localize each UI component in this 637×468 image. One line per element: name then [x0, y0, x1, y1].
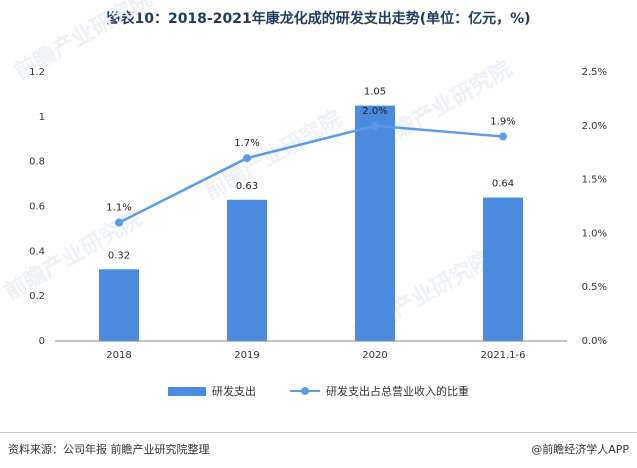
x-axis-tick-label: 2021.1-6 [481, 350, 526, 361]
left-axis-tick-label: 0 [39, 336, 45, 347]
right-axis-tick-label: 2.0% [582, 121, 607, 132]
left-axis-tick-label: 1.2 [29, 67, 45, 78]
source-note: 资料来源：公司年报 前瞻产业研究院整理 [8, 443, 210, 456]
axes: 0 0.2 0.4 0.6 0.8 1 1.2 0.0% 0.5% 1.0% 1.5% 2.0% 2.5… [29, 67, 607, 361]
left-axis-tick-label: 0.2 [29, 291, 45, 302]
chart-title: 图表10：2018-2021年康龙化成的研发支出走势(单位：亿元，%) [106, 11, 531, 27]
data-labels: 0.32 0.63 1.05 0.64 1.1% 1.7% 2.0% 1.9% [106, 87, 515, 262]
right-axis-tick-label: 1.5% [582, 175, 607, 186]
bar-series [99, 105, 523, 341]
right-axis-tick-label: 1.0% [582, 228, 607, 239]
legend: 研发支出 研发支出占总营业收入的比重 [0, 383, 637, 399]
ratio-line [118, 124, 504, 224]
footer-divider [0, 432, 637, 433]
left-axis-tick-label: 0.6 [29, 202, 45, 213]
bar [483, 197, 523, 341]
ratio-value-label: 1.7% [234, 138, 259, 149]
watermark-text: 前瞻产业研究院 [200, 106, 346, 206]
right-axis-tick-label: 2.5% [582, 67, 607, 78]
bar-value-label: 0.32 [108, 250, 130, 261]
ratio-point [371, 121, 379, 130]
ratio-point [499, 132, 507, 141]
left-axis-tick-label: 0.8 [29, 157, 45, 168]
legend-bar-label: 研发支出 [212, 385, 256, 398]
bar [227, 199, 267, 341]
ratio-point [115, 218, 123, 227]
bar-value-label: 1.05 [364, 87, 386, 98]
right-axis-tick-label: 0.5% [582, 282, 607, 293]
left-axis-tick-label: 0.4 [29, 246, 45, 257]
bar [99, 269, 139, 341]
bar-value-label: 0.64 [492, 179, 514, 190]
legend-line-label: 研发支出占总营业收入的比重 [326, 385, 469, 398]
bar-value-label: 0.63 [236, 181, 258, 192]
legend-item-bar: 研发支出 [168, 383, 256, 399]
bar [355, 105, 395, 341]
brand-credit: @前瞻经济学人APP [531, 443, 629, 456]
legend-item-line: 研发支出占总营业收入的比重 [290, 383, 469, 399]
x-axis-tick-label: 2020 [362, 350, 387, 361]
right-axis-tick-label: 0.0% [582, 336, 607, 347]
left-axis-tick-label: 1 [39, 112, 45, 123]
ratio-value-label: 2.0% [362, 106, 387, 117]
ratio-value-label: 1.9% [490, 117, 515, 128]
line-series [115, 121, 507, 227]
x-axis-tick-label: 2018 [106, 350, 131, 361]
ratio-point [243, 154, 251, 163]
legend-bar-swatch [168, 386, 206, 396]
legend-line-swatch [290, 386, 320, 396]
x-axis-tick-label: 2019 [234, 350, 259, 361]
ratio-value-label: 1.1% [106, 203, 131, 214]
